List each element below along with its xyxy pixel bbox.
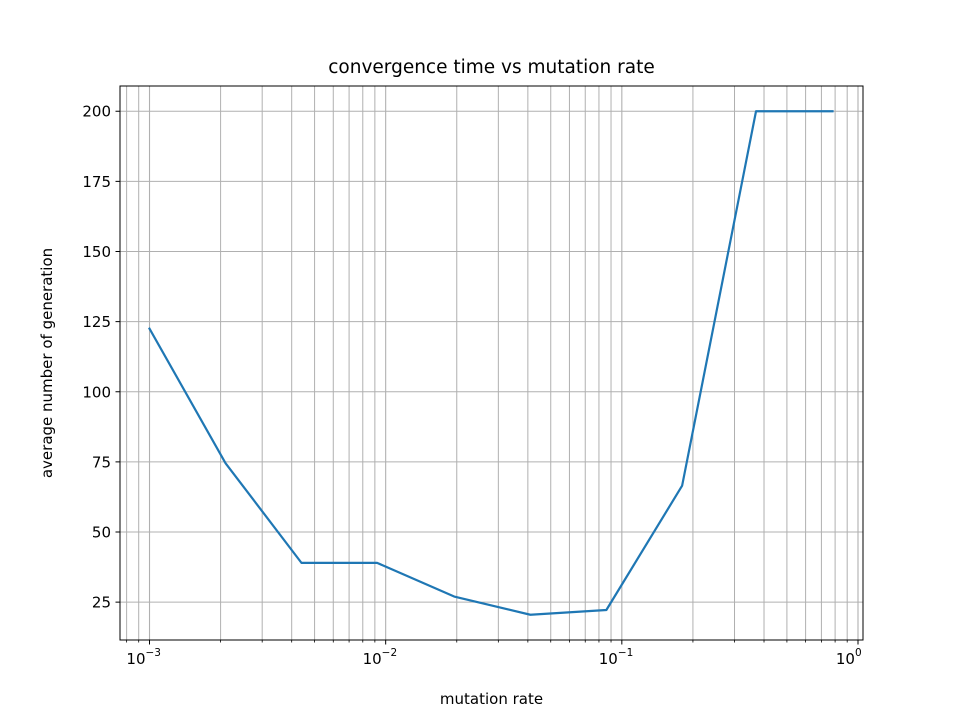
x-tick-label-base: 10	[836, 650, 855, 668]
y-tick-label: 25	[92, 594, 111, 612]
x-tick-label-exponent: −3	[146, 647, 161, 659]
x-tick-label-exponent: −2	[382, 647, 397, 659]
x-axis-label: mutation rate	[440, 690, 543, 708]
y-tick-label: 150	[82, 243, 111, 261]
chart-title: convergence time vs mutation rate	[328, 57, 655, 78]
y-tick-label: 50	[92, 524, 111, 542]
y-tick-label: 100	[82, 383, 111, 401]
y-tick-label: 175	[82, 173, 111, 191]
x-tick-label-exponent: 0	[855, 647, 862, 659]
y-tick-label: 125	[82, 313, 111, 331]
y-axis-label: average number of generation	[38, 248, 56, 478]
x-tick-label-exponent: −1	[618, 647, 633, 659]
y-tick-label: 75	[92, 453, 111, 471]
x-tick-label-base: 10	[126, 650, 145, 668]
x-tick-label-base: 10	[363, 650, 382, 668]
x-tick-label-base: 10	[599, 650, 618, 668]
y-tick-label: 200	[82, 103, 111, 121]
